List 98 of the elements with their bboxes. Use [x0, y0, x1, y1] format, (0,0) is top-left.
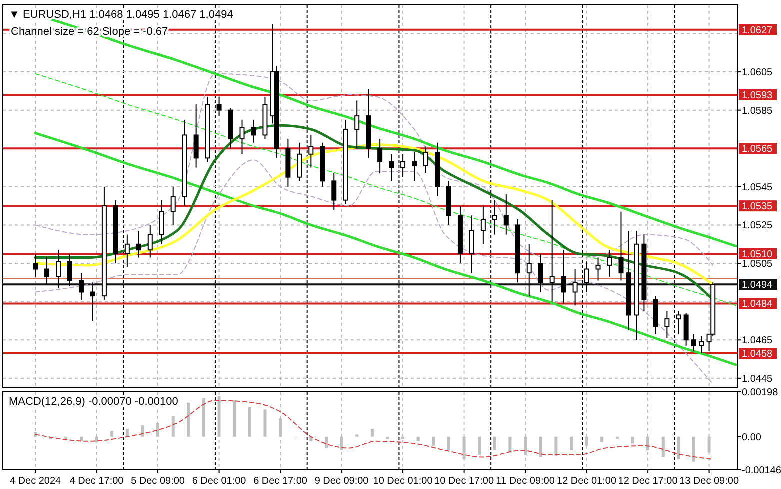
x-tick-label: 6 Dec 01:00: [192, 476, 247, 487]
bar: [692, 436, 696, 462]
ref-line-label: 1.0494: [742, 280, 774, 292]
ref-line-label: 1.0458: [742, 349, 774, 360]
x-tick-label: 11 Dec 09:00: [496, 476, 556, 487]
candlestick: [378, 138, 383, 174]
y-tick-label: 1.0505: [742, 259, 774, 270]
x-tick-label: 13 Dec 09:00: [680, 476, 740, 487]
candlestick: [389, 154, 394, 182]
candlestick: [332, 173, 337, 210]
candlestick: [78, 272, 84, 300]
line-series: [34, 144, 714, 286]
candlestick: [424, 146, 429, 174]
bar: [172, 416, 175, 437]
bar: [416, 436, 420, 442]
bar: [539, 436, 542, 458]
x-tick-label: 4 Dec 17:00: [70, 476, 124, 487]
candlestick: [550, 200, 555, 302]
bar: [631, 436, 634, 444]
bar: [264, 410, 267, 437]
bar: [248, 407, 252, 437]
bar: [600, 436, 604, 443]
bar: [233, 400, 236, 437]
bar: [432, 436, 436, 446]
candlestick: [618, 211, 624, 282]
ref-line-label: 1.0484: [742, 299, 774, 310]
candlestick: [572, 268, 578, 306]
candlestick: [44, 257, 50, 286]
candlestick: [170, 186, 176, 226]
x-tick-label: 9 Dec 09:00: [314, 476, 370, 487]
candlestick: [526, 244, 532, 297]
candlestick: [240, 119, 245, 155]
y-tick-label: -0.00146: [742, 466, 781, 476]
candlestick: [504, 194, 509, 236]
bar: [662, 436, 665, 458]
y-tick-label: 0.00: [742, 432, 762, 444]
y-tick-label: 1.0525: [742, 220, 774, 232]
x-tick-label: 10 Dec 01:00: [373, 476, 434, 487]
bar: [508, 436, 512, 453]
bar: [478, 436, 482, 456]
bar: [370, 428, 374, 437]
bar: [677, 436, 680, 460]
ref-line-label: 1.0627: [742, 25, 774, 36]
y-tick-label: 0.00198: [742, 388, 779, 398]
candlestick: [159, 200, 164, 245]
candlestick: [596, 257, 601, 282]
ref-line-label: 1.0565: [742, 144, 774, 156]
candlestick: [664, 310, 670, 339]
bar: [447, 436, 450, 450]
bar: [202, 398, 206, 437]
candlestick: [136, 230, 142, 258]
bar: [324, 436, 328, 448]
candlestick: [561, 250, 566, 304]
bar: [141, 426, 144, 437]
x-tick-label: 5 Dec 09:00: [131, 476, 186, 487]
candlestick: [67, 253, 72, 288]
y-tick-label: 1.0445: [742, 374, 774, 385]
chart-title: MACD(12,26,9) -0.00070 -0.00100: [9, 396, 178, 408]
ref-line-label: 1.0535: [742, 202, 774, 213]
candlestick: [56, 250, 62, 289]
bar: [110, 431, 114, 437]
candlestick: [412, 152, 418, 182]
candlestick: [33, 253, 38, 278]
line-series: [34, 132, 738, 366]
candlestick: [194, 104, 199, 168]
y-tick-label: 1.0465: [742, 336, 774, 347]
candlestick: [691, 334, 696, 352]
bar: [187, 402, 190, 437]
ref-line-label: 1.0510: [742, 249, 774, 260]
x-tick-label: 12 Dec 01:00: [557, 476, 617, 487]
candlestick: [469, 215, 474, 274]
candlestick: [148, 224, 153, 258]
bar: [126, 428, 129, 437]
x-tick-label: 10 Dec 17:00: [434, 476, 494, 487]
y-tick-label: 1.0545: [742, 182, 774, 194]
line-series: [35, 160, 714, 385]
ref-line-label: 1.0593: [742, 90, 774, 102]
y-tick-label: 1.0585: [742, 106, 774, 117]
candlestick: [538, 253, 544, 293]
bar: [493, 436, 496, 450]
candlestick: [699, 336, 704, 354]
bar: [310, 436, 313, 442]
line-series: [35, 73, 737, 306]
x-tick-label: 4 Dec 2024: [10, 476, 62, 487]
bar: [80, 436, 83, 442]
line-series: [35, 73, 714, 266]
candlestick: [90, 282, 96, 322]
candlestick: [251, 119, 256, 144]
candlestick: [607, 250, 612, 278]
bar: [554, 436, 558, 456]
y-tick-label: 1.0605: [742, 68, 774, 79]
candlestick: [354, 100, 360, 150]
chart-title: ▼ EURUSD,H1 1.0468 1.0495 1.0467 1.0494: [9, 9, 234, 21]
bar: [570, 436, 573, 450]
x-tick-label: 12 Dec 17:00: [618, 476, 678, 487]
candlestick: [480, 206, 486, 245]
candlestick: [297, 142, 302, 182]
x-tick-label: 6 Dec 17:00: [254, 476, 308, 487]
